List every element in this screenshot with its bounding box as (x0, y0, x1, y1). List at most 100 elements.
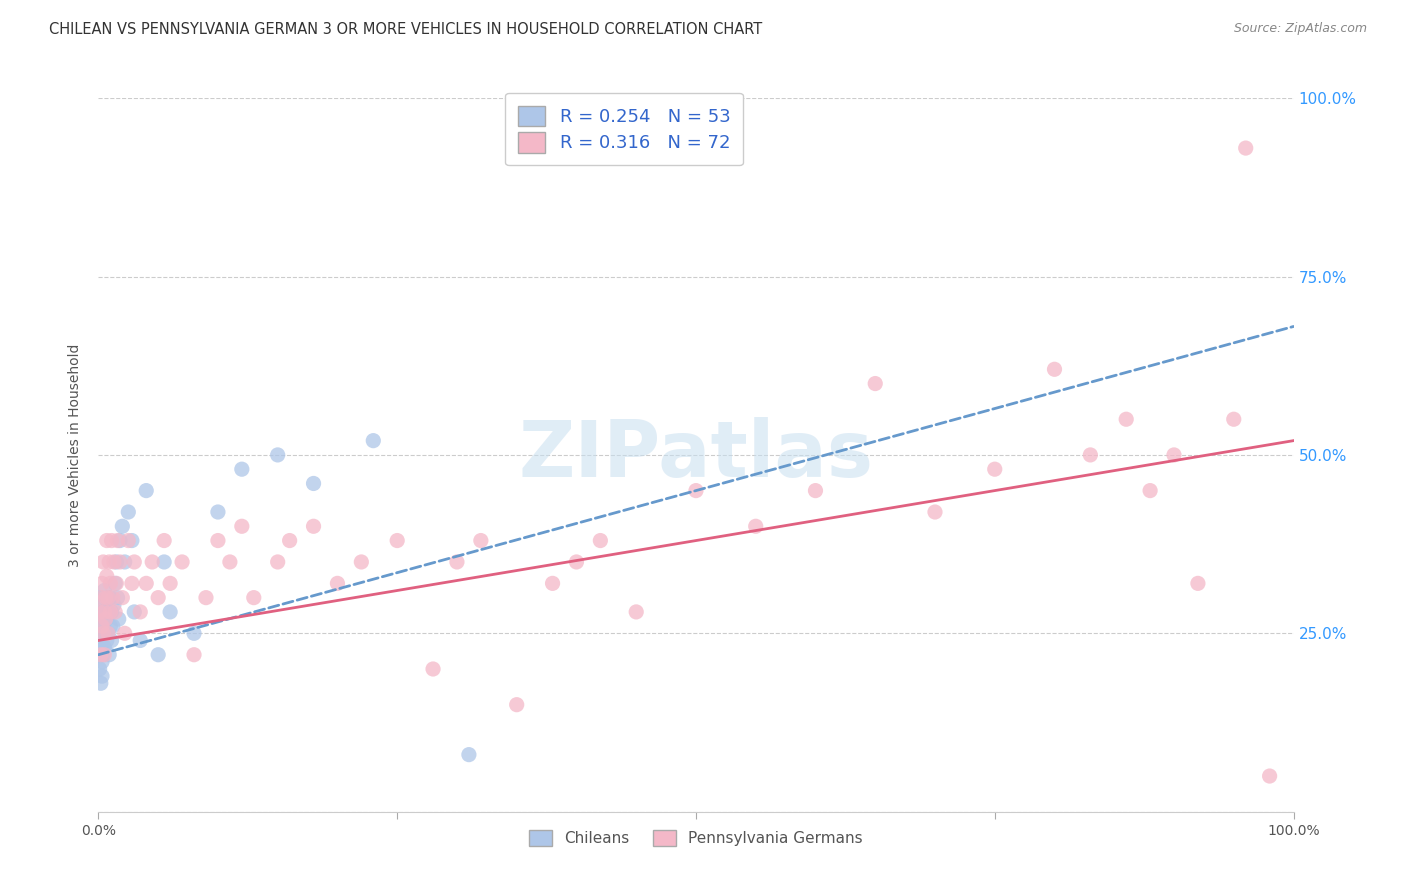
Point (385, 533, 409, 548)
Point (148, 591, 170, 605)
Point (91, 605, 114, 619)
Point (91, 619, 114, 633)
Point (1115, 412, 1137, 426)
Point (153, 533, 176, 548)
Point (94, 591, 117, 605)
Point (96, 633, 118, 648)
Point (100, 633, 122, 648)
Point (626, 605, 648, 619)
Point (195, 591, 218, 605)
Point (685, 483, 707, 498)
Point (153, 555, 176, 569)
Point (124, 605, 146, 619)
Point (159, 576, 181, 591)
Text: Source: ZipAtlas.com: Source: ZipAtlas.com (1233, 22, 1367, 36)
Point (89, 626, 111, 640)
Point (1223, 412, 1246, 426)
Point (103, 598, 125, 612)
Point (302, 476, 325, 491)
Point (94, 626, 117, 640)
Point (231, 462, 253, 476)
Point (141, 555, 163, 569)
Point (93, 605, 115, 619)
Point (506, 698, 529, 712)
Point (101, 591, 124, 605)
Point (97, 626, 120, 640)
Point (89, 605, 111, 619)
Point (108, 533, 131, 548)
Point (91, 598, 114, 612)
Point (231, 519, 253, 533)
Point (90, 640, 112, 655)
Point (1043, 362, 1066, 376)
Point (101, 619, 124, 633)
Point (105, 576, 128, 591)
Point (98, 619, 122, 633)
Point (98, 648, 121, 662)
Point (98, 605, 122, 619)
Point (589, 533, 612, 548)
Point (90, 591, 112, 605)
Point (278, 533, 301, 548)
Point (89, 648, 111, 662)
Point (96, 533, 118, 548)
Point (104, 605, 127, 619)
Point (148, 648, 170, 662)
Point (89, 662, 111, 676)
Point (93, 583, 115, 598)
Point (207, 533, 229, 548)
Point (121, 576, 143, 591)
Point (446, 555, 468, 569)
Point (100, 533, 122, 548)
Point (219, 555, 242, 569)
Point (458, 747, 481, 762)
Point (121, 533, 143, 548)
Point (107, 612, 129, 626)
Point (90, 648, 112, 662)
Point (96, 612, 118, 626)
Point (98, 605, 121, 619)
Point (107, 591, 129, 605)
Text: ZIPatlas: ZIPatlas (519, 417, 873, 493)
Point (104, 576, 127, 591)
Point (124, 555, 146, 569)
Point (183, 648, 205, 662)
Point (98, 591, 122, 605)
Point (98, 576, 122, 591)
Point (97, 591, 120, 605)
Point (111, 519, 134, 533)
Point (117, 533, 139, 548)
Point (93, 640, 115, 655)
Point (302, 519, 325, 533)
Point (96, 569, 118, 583)
Point (117, 505, 139, 519)
Point (103, 555, 125, 569)
Point (93, 612, 115, 626)
Point (97, 591, 120, 605)
Point (129, 633, 152, 648)
Point (90, 612, 112, 626)
Point (1187, 576, 1209, 591)
Point (207, 505, 229, 519)
Point (924, 505, 946, 519)
Point (1139, 483, 1161, 498)
Point (984, 462, 1007, 476)
Point (100, 605, 122, 619)
Point (135, 483, 157, 498)
Point (91, 626, 114, 640)
Point (159, 605, 181, 619)
Point (94, 605, 117, 619)
Point (267, 555, 290, 569)
Point (91, 648, 114, 662)
Point (183, 626, 205, 640)
Point (114, 626, 136, 640)
Point (114, 555, 136, 569)
Point (90, 676, 112, 690)
Point (98, 555, 121, 569)
Legend: Chileans, Pennsylvania Germans: Chileans, Pennsylvania Germans (522, 822, 870, 854)
Point (91, 576, 114, 591)
Point (350, 555, 373, 569)
Point (1163, 448, 1185, 462)
Point (804, 483, 827, 498)
Text: CHILEAN VS PENNSYLVANIA GERMAN 3 OR MORE VEHICLES IN HOUSEHOLD CORRELATION CHART: CHILEAN VS PENNSYLVANIA GERMAN 3 OR MORE… (49, 22, 762, 37)
